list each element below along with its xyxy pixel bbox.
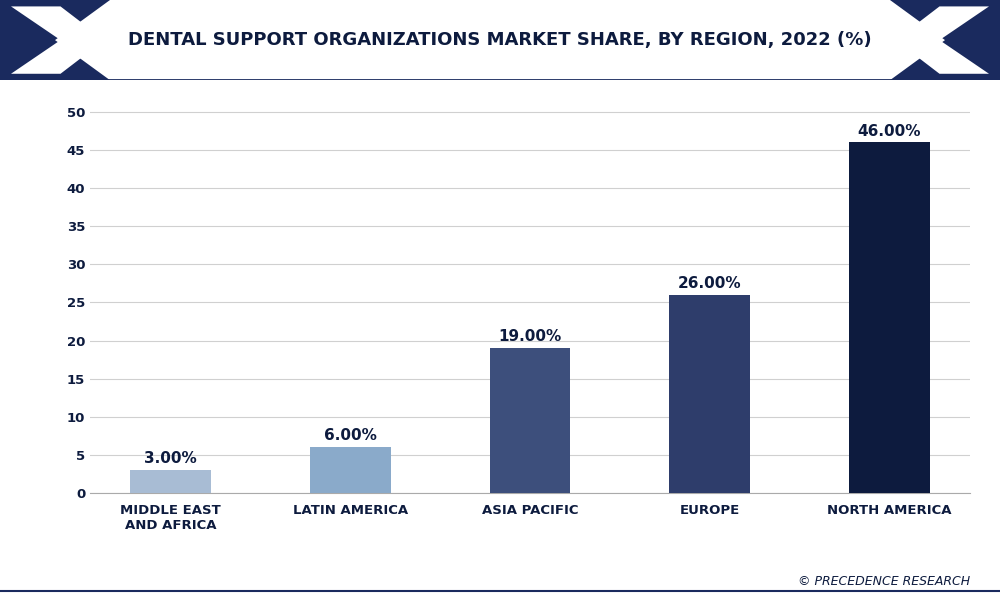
Polygon shape (896, 7, 989, 74)
Bar (490, 348, 570, 493)
Bar (669, 295, 750, 493)
Bar (310, 447, 391, 493)
Text: 3.00%: 3.00% (144, 451, 197, 466)
Bar (130, 470, 211, 493)
Text: 46.00%: 46.00% (858, 124, 921, 138)
Text: 26.00%: 26.00% (678, 276, 742, 291)
Bar (849, 143, 930, 493)
Polygon shape (11, 7, 104, 74)
Polygon shape (0, 0, 110, 80)
Text: DENTAL SUPPORT ORGANIZATIONS MARKET SHARE, BY REGION, 2022 (%): DENTAL SUPPORT ORGANIZATIONS MARKET SHAR… (128, 31, 872, 49)
Polygon shape (890, 0, 1000, 80)
Text: 6.00%: 6.00% (324, 428, 377, 444)
Text: © PRECEDENCE RESEARCH: © PRECEDENCE RESEARCH (798, 575, 970, 588)
Text: 19.00%: 19.00% (498, 330, 562, 345)
